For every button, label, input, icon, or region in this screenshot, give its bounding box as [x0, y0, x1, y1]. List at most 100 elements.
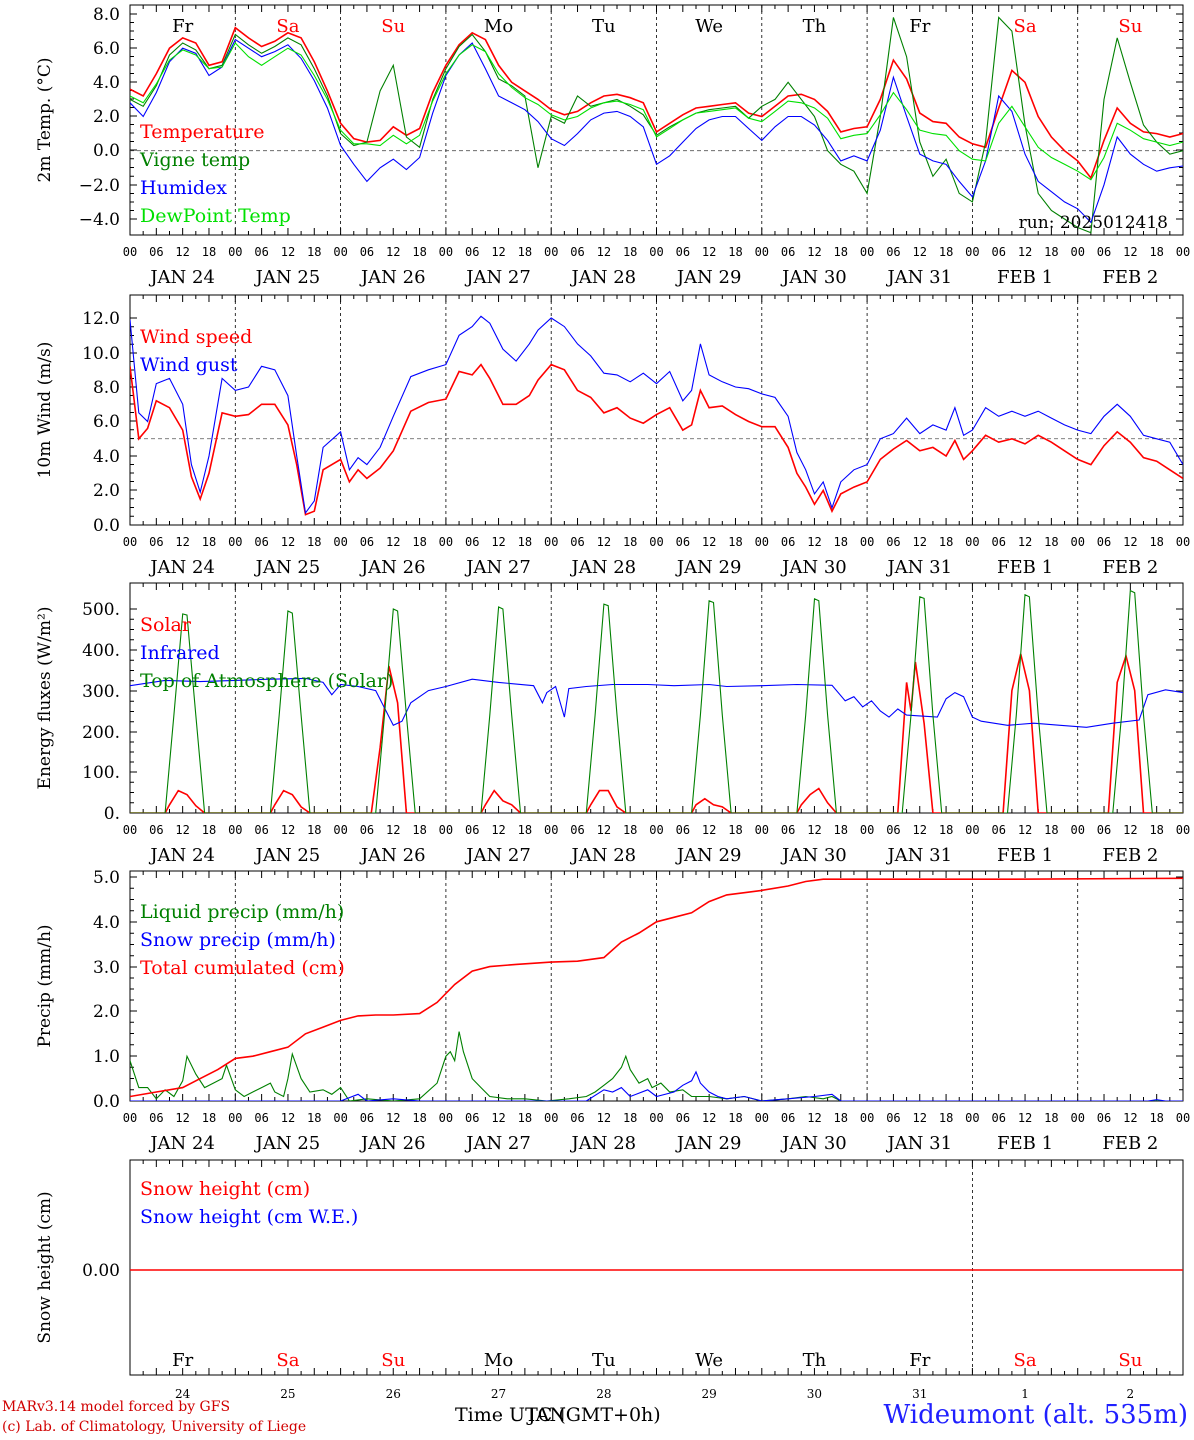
x-hour-label: 06 — [886, 245, 900, 259]
x-hour-label: 18 — [307, 823, 321, 837]
x-hour-label: 06 — [149, 535, 163, 549]
x-hour-label: 12 — [702, 535, 716, 549]
x-hour-label: 06 — [1097, 535, 1111, 549]
day-name-label: Su — [1118, 16, 1142, 37]
y-tick-label: 10.0 — [82, 344, 120, 364]
x-date-label: JAN 26 — [359, 267, 426, 288]
x-hour-label: 18 — [623, 1111, 637, 1125]
x-hour-label: 06 — [254, 823, 268, 837]
x-date-label: JAN 30 — [780, 267, 847, 288]
legend-entry: Liquid precip (mm/h) — [140, 901, 344, 923]
x-hour-label: 06 — [886, 535, 900, 549]
x-hour-label: 00 — [123, 245, 137, 259]
x-hour-label: 00 — [1176, 535, 1190, 549]
y-tick-label: 300. — [82, 682, 120, 702]
x-hour-label: 18 — [623, 245, 637, 259]
x-hour-label: 00 — [439, 245, 453, 259]
x-hour-label: 18 — [518, 245, 532, 259]
y-axis-label: Energy fluxes (W/m²) — [35, 607, 55, 790]
x-hour-label: 18 — [1044, 823, 1058, 837]
x-hour-label: 18 — [202, 535, 216, 549]
x-hour-label: 12 — [1018, 1111, 1032, 1125]
x-date-label: JAN 28 — [570, 845, 637, 866]
day-name-label: Sa — [1014, 16, 1037, 37]
x-hour-label: 00 — [1070, 245, 1084, 259]
y-tick-label: 8.0 — [93, 5, 120, 25]
x-hour-label: 00 — [123, 1111, 137, 1125]
x-hour-label: 18 — [1149, 1111, 1163, 1125]
x-hour-label: 12 — [175, 245, 189, 259]
x-hour-label: 06 — [781, 535, 795, 549]
x-hour-label: 06 — [991, 535, 1005, 549]
x-hour-label: 12 — [491, 535, 505, 549]
legend-entry: Snow height (cm W.E.) — [140, 1206, 358, 1228]
x-axis-title-overlap: JAN — [528, 1404, 566, 1426]
x-hour-label: 18 — [202, 823, 216, 837]
y-tick-label: 0.0 — [93, 141, 120, 161]
legend-entry: Top of Atmosphere (Solar) — [140, 670, 393, 692]
x-hour-label: 12 — [386, 1111, 400, 1125]
x-hour-label: 06 — [1097, 823, 1111, 837]
x-hour-label: 00 — [965, 535, 979, 549]
x-hour-label: 00 — [1070, 823, 1084, 837]
panel-4: 5.0 4.0 3.0 2.0 1.0 0.0 Precip (mm/h) 00 06 12 18 0… — [35, 868, 1190, 1154]
x-date-label: JAN 27 — [464, 845, 531, 866]
x-hour-label: 12 — [386, 823, 400, 837]
x-date-label: FEB 1 — [997, 557, 1053, 578]
x-hour-label: 18 — [834, 1111, 848, 1125]
x-hour-label: 00 — [1070, 535, 1084, 549]
day-number-label: 30 — [807, 1387, 822, 1401]
x-hour-label: 06 — [781, 245, 795, 259]
x-hour-label: 12 — [1018, 535, 1032, 549]
x-hour-label: 12 — [702, 245, 716, 259]
x-hour-label: 06 — [360, 245, 374, 259]
y-tick-label: 4.0 — [93, 73, 120, 93]
legend-entry: Vigne temp — [139, 149, 250, 171]
x-hour-label: 12 — [597, 823, 611, 837]
y-axis-label: 10m Wind (m/s) — [35, 342, 55, 479]
x-hour-label: 18 — [307, 245, 321, 259]
copyright-credit: (c) Lab. of Climatology, University of L… — [2, 1419, 307, 1435]
x-date-label: JAN 31 — [885, 267, 952, 288]
x-date-label: JAN 29 — [675, 557, 742, 578]
day-name-label: Su — [1118, 1350, 1142, 1371]
x-hour-label: 12 — [281, 245, 295, 259]
x-hour-label: 00 — [965, 823, 979, 837]
x-hour-label: 06 — [570, 823, 584, 837]
x-hour-label: 18 — [1149, 535, 1163, 549]
day-name-label: Su — [381, 1350, 405, 1371]
day-name-label: Tu — [592, 16, 616, 37]
x-hour-label: 00 — [333, 1111, 347, 1125]
x-hour-label: 12 — [807, 1111, 821, 1125]
x-hour-label: 18 — [834, 823, 848, 837]
x-hour-label: 06 — [465, 535, 479, 549]
y-tick-label: 0.0 — [93, 516, 120, 536]
x-hour-label: 18 — [1044, 1111, 1058, 1125]
x-date-label: JAN 30 — [780, 845, 847, 866]
y-tick-label: 2.0 — [93, 481, 120, 501]
y-tick-label: 200. — [82, 723, 120, 743]
run-annotation: run: 2025012418 — [1019, 213, 1168, 233]
x-hour-label: 18 — [728, 823, 742, 837]
x-hour-label: 18 — [728, 1111, 742, 1125]
x-hour-label: 12 — [913, 245, 927, 259]
x-hour-label: 06 — [465, 823, 479, 837]
x-hour-label: 00 — [544, 245, 558, 259]
y-tick-label: 2.0 — [93, 1002, 120, 1022]
y-tick-label: 5.0 — [93, 868, 120, 888]
day-number-label: 26 — [386, 1387, 401, 1401]
y-axis-label: Precip (mm/h) — [35, 924, 55, 1047]
x-date-label: JAN 28 — [570, 267, 637, 288]
x-hour-label: 00 — [544, 1111, 558, 1125]
x-date-label: FEB 2 — [1102, 1133, 1158, 1154]
x-hour-label: 12 — [597, 535, 611, 549]
x-hour-label: 18 — [202, 1111, 216, 1125]
x-hour-label: 12 — [281, 1111, 295, 1125]
x-date-label: JAN 27 — [464, 1133, 531, 1154]
panel-5: 0.00 Snow height (cm) Snow height (cm) Snow… — [35, 1159, 1184, 1401]
legend-entry: Solar — [140, 614, 192, 636]
x-hour-label: 18 — [518, 823, 532, 837]
day-number-label: 2 — [1127, 1387, 1135, 1401]
x-hour-label: 06 — [360, 535, 374, 549]
x-date-label: JAN 25 — [254, 1133, 321, 1154]
